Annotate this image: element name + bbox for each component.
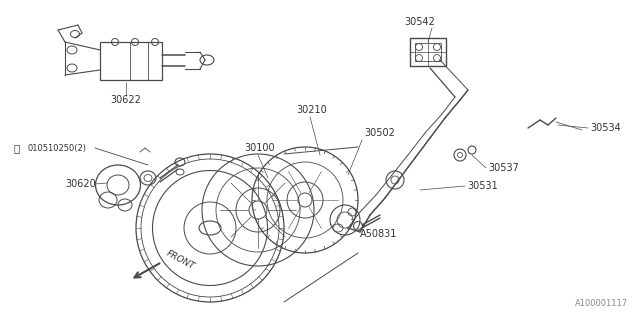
Text: 30622: 30622 bbox=[111, 95, 141, 105]
Text: 30537: 30537 bbox=[488, 163, 519, 173]
Text: 30542: 30542 bbox=[404, 17, 435, 27]
Text: A50831: A50831 bbox=[360, 229, 397, 239]
Text: A100001117: A100001117 bbox=[575, 299, 628, 308]
Text: Ⓑ: Ⓑ bbox=[14, 143, 20, 153]
Text: 30620: 30620 bbox=[65, 179, 96, 189]
Text: 30534: 30534 bbox=[590, 123, 621, 133]
Bar bbox=[410, 38, 446, 66]
Text: 010510250(2): 010510250(2) bbox=[27, 143, 86, 153]
Text: 30210: 30210 bbox=[296, 105, 327, 115]
Text: 30531: 30531 bbox=[467, 181, 498, 191]
Bar bbox=[415, 43, 441, 61]
Bar bbox=[100, 42, 162, 80]
Text: 30100: 30100 bbox=[244, 143, 275, 153]
Text: 30502: 30502 bbox=[364, 128, 395, 138]
Text: FRONT: FRONT bbox=[165, 249, 196, 271]
